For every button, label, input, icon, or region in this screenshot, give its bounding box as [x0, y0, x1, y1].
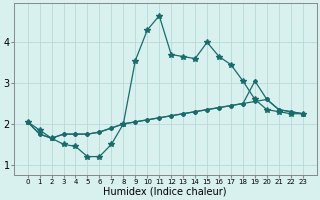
X-axis label: Humidex (Indice chaleur): Humidex (Indice chaleur)	[103, 187, 227, 197]
